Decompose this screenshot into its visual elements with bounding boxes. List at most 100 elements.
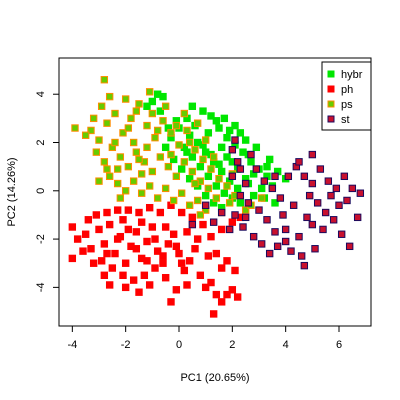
- point-ps: [161, 184, 170, 193]
- point-st: [308, 150, 317, 159]
- point-ph: [132, 245, 141, 253]
- point-ph: [137, 218, 146, 226]
- point-ph: [161, 274, 170, 282]
- point-ps: [183, 126, 191, 135]
- point-ph: [212, 290, 221, 299]
- point-ps: [201, 136, 210, 144]
- point-ph: [132, 228, 141, 236]
- point-ps: [223, 182, 231, 190]
- point-st: [231, 136, 239, 144]
- point-ph: [95, 225, 103, 234]
- point-hybr: [252, 143, 261, 152]
- point-ph: [79, 247, 87, 255]
- point-st: [319, 225, 327, 234]
- point-ps: [111, 138, 119, 147]
- point-ph: [143, 237, 151, 246]
- point-ps: [127, 114, 135, 123]
- point-ph: [143, 257, 151, 265]
- point-hybr: [247, 158, 255, 166]
- point-ph: [207, 232, 215, 241]
- point-hybr: [263, 162, 271, 171]
- point-ps: [137, 189, 146, 197]
- point-st: [241, 213, 250, 222]
- point-st: [340, 172, 349, 181]
- point-ph: [191, 245, 199, 253]
- point-st: [305, 191, 314, 200]
- point-st: [300, 261, 309, 270]
- point-ps: [215, 175, 223, 183]
- point-ps: [145, 88, 154, 96]
- y-axis: -4 -2 0 2 4: [35, 91, 60, 292]
- point-st: [348, 184, 357, 193]
- point-ph: [169, 230, 178, 238]
- point-st: [268, 184, 277, 193]
- point-ps: [153, 194, 162, 202]
- point-ps: [212, 194, 221, 202]
- point-ph: [172, 242, 181, 251]
- point-ph: [209, 310, 218, 318]
- point-ps: [116, 194, 125, 202]
- point-ph: [119, 271, 127, 280]
- point-st: [271, 172, 279, 181]
- point-ps: [180, 158, 189, 166]
- point-ps: [87, 126, 95, 135]
- point-ph: [217, 298, 226, 306]
- point-ps: [193, 196, 202, 205]
- point-ph: [113, 235, 122, 243]
- point-ps: [143, 121, 151, 130]
- legend-label-ph: ph: [341, 84, 353, 96]
- point-st: [265, 249, 274, 258]
- point-hybr: [233, 184, 242, 193]
- point-ps: [92, 148, 101, 156]
- point-ph: [180, 266, 189, 275]
- point-ph: [100, 240, 109, 248]
- point-hybr: [215, 124, 223, 132]
- point-ps: [159, 117, 167, 125]
- point-st: [295, 232, 303, 241]
- point-st: [300, 172, 309, 181]
- point-ph: [212, 249, 221, 258]
- point-ps: [156, 153, 165, 161]
- point-hybr: [161, 143, 170, 152]
- point-hybr: [271, 199, 279, 207]
- point-st: [233, 158, 242, 166]
- x-tick-label: 2: [229, 339, 235, 351]
- point-ps: [119, 129, 127, 137]
- point-st: [252, 165, 261, 173]
- point-ph: [201, 283, 210, 292]
- point-hybr: [156, 107, 165, 115]
- point-ps: [143, 143, 151, 152]
- point-ps: [148, 167, 157, 176]
- point-st: [236, 165, 245, 173]
- point-ps: [185, 138, 194, 147]
- legend-label-st: st: [341, 114, 350, 126]
- point-ps: [188, 167, 197, 176]
- x-tick-label: -4: [67, 339, 77, 351]
- point-ph: [199, 220, 207, 229]
- point-ph: [183, 281, 191, 289]
- point-hybr: [231, 121, 239, 130]
- point-ph: [135, 208, 143, 217]
- point-ph: [177, 259, 186, 267]
- x-tick-label: 0: [176, 339, 182, 351]
- point-ph: [151, 264, 159, 272]
- point-st: [308, 179, 317, 188]
- point-hybr: [188, 153, 197, 161]
- point-ps: [151, 133, 159, 142]
- point-hybr: [223, 133, 231, 142]
- x-tick-label: 6: [336, 339, 342, 351]
- x-axis: -4 -2 0 2 4 6: [67, 325, 342, 351]
- point-ps: [241, 206, 250, 214]
- point-hybr: [220, 189, 229, 197]
- point-ps: [257, 194, 266, 202]
- point-ps: [113, 179, 122, 188]
- point-st: [335, 201, 343, 209]
- point-hybr: [212, 117, 221, 125]
- point-hybr: [204, 172, 213, 181]
- y-tick-label: -2: [35, 234, 47, 244]
- point-st: [287, 247, 295, 255]
- point-ph: [204, 252, 213, 260]
- point-st: [241, 179, 250, 188]
- point-ph: [129, 276, 138, 284]
- point-ps: [225, 199, 234, 207]
